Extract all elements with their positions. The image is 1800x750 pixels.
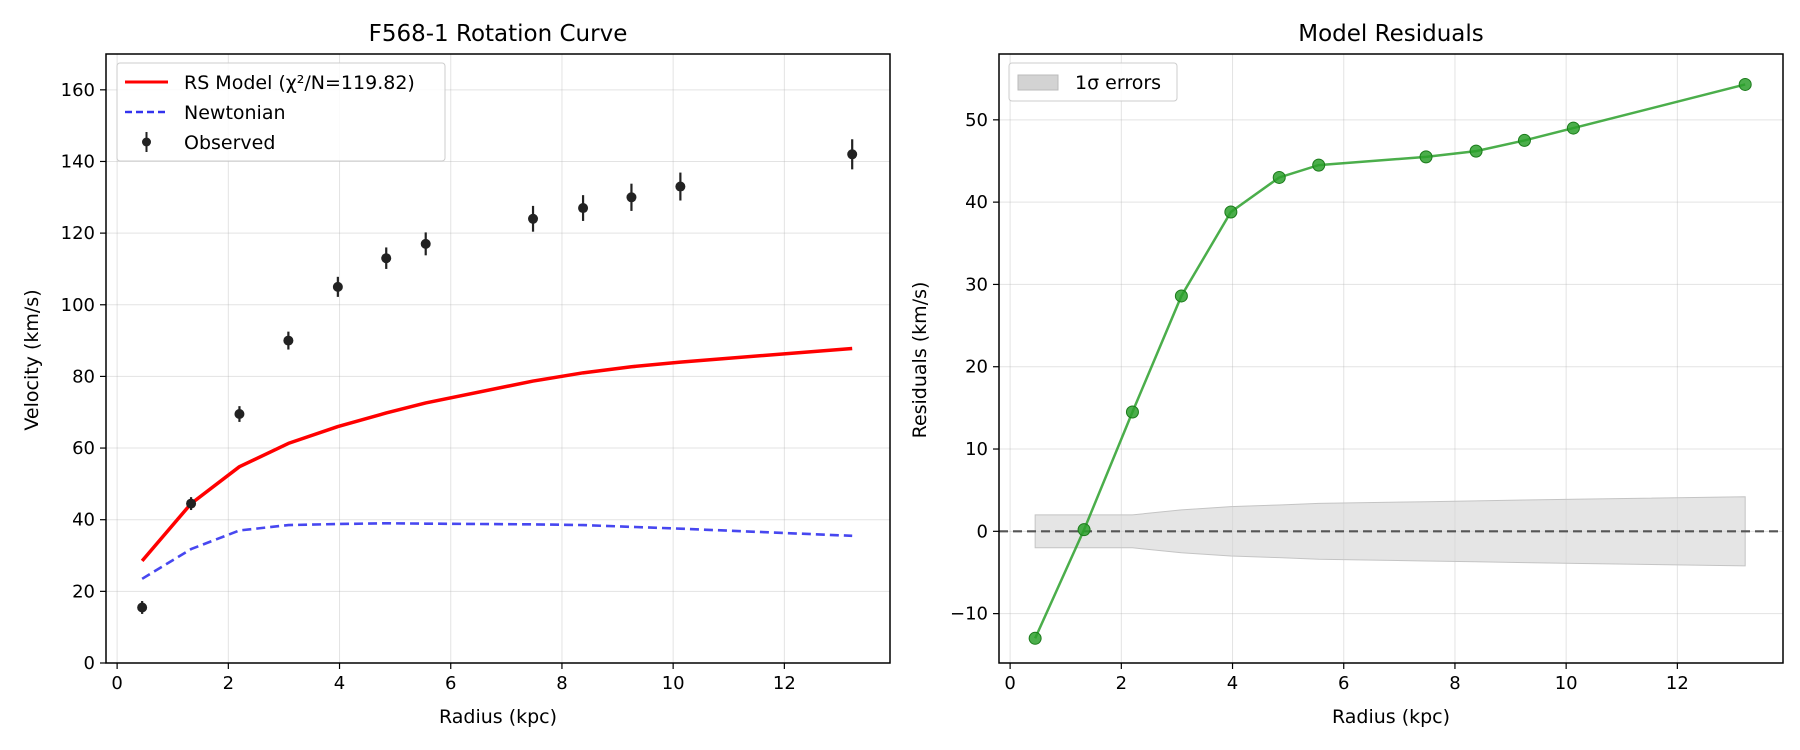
rotation-curve-x-tick-label: 6 <box>445 673 456 694</box>
rotation-curve-panel: F568-1 Rotation Curve Radius (kpc) Veloc… <box>21 21 891 728</box>
residual-point <box>1738 77 1752 91</box>
rotation-curve-axes-frame <box>105 53 891 664</box>
residuals-y-tick-label: 20 <box>965 357 988 378</box>
rotation-curve-x-tick-label: 12 <box>773 673 796 694</box>
residuals-x-tick-label: 8 <box>1449 673 1460 694</box>
residuals-x-tick-label: 10 <box>1555 673 1578 694</box>
legend-rs-model-label: RS Model (χ²/N=119.82) <box>184 72 415 94</box>
rotation-curve-y-tick-label: 60 <box>72 438 95 459</box>
observed-point <box>626 192 637 203</box>
residuals-grid <box>999 54 1783 663</box>
observed-point <box>578 203 589 214</box>
residuals-y-tick-label: 0 <box>977 521 988 542</box>
observed-point <box>847 149 858 160</box>
rotation-curve-x-axis-label: Radius (kpc) <box>439 706 557 728</box>
residuals-y-tick-label: 50 <box>965 110 988 131</box>
residual-point <box>1125 405 1139 419</box>
observed-point <box>528 213 539 224</box>
legend-errors-swatch <box>1017 74 1059 91</box>
residuals-x-tick-label: 2 <box>1116 673 1127 694</box>
observed-point <box>675 181 686 192</box>
residuals-plot-area <box>999 77 1783 645</box>
residuals-y-axis-label: Residuals (km/s) <box>909 282 931 439</box>
rotation-curve-y-tick-label: 80 <box>72 366 95 387</box>
residuals-axes-frame <box>998 53 1784 664</box>
error-band <box>1034 496 1746 567</box>
residuals-x-tick-label: 4 <box>1227 673 1238 694</box>
residuals-legend: 1σ errors <box>1008 62 1178 102</box>
residual-point <box>1224 205 1238 219</box>
rotation-curve-legend-box <box>116 62 446 162</box>
residuals-line <box>1034 83 1746 639</box>
observed-point <box>283 335 294 346</box>
residuals-panel: Model Residuals Radius (kpc) Residuals (… <box>909 21 1784 728</box>
rotation-curve-y-tick-label: 20 <box>72 581 95 602</box>
residual-point <box>1312 158 1326 172</box>
rotation-curve-legend: RS Model (χ²/N=119.82) Newtonian Observe… <box>116 62 446 162</box>
rotation-curve-y-tick-label: 140 <box>61 151 95 172</box>
observed-point <box>137 602 148 613</box>
rotation-curve-y-tick-label: 40 <box>72 510 95 531</box>
legend-observed-swatch <box>142 132 151 152</box>
residuals-y-tick-label: −10 <box>950 604 988 625</box>
residual-point <box>1517 133 1531 147</box>
residuals-x-tick-label: 12 <box>1666 673 1689 694</box>
rotation-curve-y-tick-label: 100 <box>61 295 95 316</box>
rotation-curve-x-tick-label: 0 <box>111 673 122 694</box>
residual-point <box>1174 289 1188 303</box>
rotation-curve-grid <box>106 54 890 664</box>
residuals-y-tick-label: 10 <box>965 439 988 460</box>
residual-point <box>1469 144 1483 158</box>
residuals-y-tick-label: 40 <box>965 192 988 213</box>
observed-point <box>420 238 431 249</box>
residuals-x-tick-label: 6 <box>1338 673 1349 694</box>
rotation-curve-y-tick-label: 160 <box>61 80 95 101</box>
observed-point <box>186 498 197 509</box>
residuals-ticks: 0 2 4 6 8 10 12 −10 0 10 20 30 40 50 <box>950 110 1689 694</box>
residuals-legend-box <box>1008 62 1178 102</box>
rotation-curve-plot-area <box>137 139 858 614</box>
observed-point <box>332 281 343 292</box>
rotation-curve-y-axis-label: Velocity (km/s) <box>21 289 43 430</box>
observed-point <box>381 253 392 264</box>
residuals-title: Model Residuals <box>1298 21 1483 47</box>
rotation-curve-y-tick-label: 0 <box>84 653 95 674</box>
residual-point <box>1419 150 1433 164</box>
rs-model-line <box>140 346 853 563</box>
residuals-y-tick-label: 30 <box>965 274 988 295</box>
legend-newtonian-label: Newtonian <box>184 102 286 124</box>
residuals-x-axis-label: Radius (kpc) <box>1332 706 1450 728</box>
rotation-curve-x-tick-label: 8 <box>556 673 567 694</box>
observed-point <box>234 409 245 420</box>
residual-point <box>1077 523 1091 537</box>
rotation-curve-x-tick-label: 2 <box>223 673 234 694</box>
residual-point <box>1566 121 1580 135</box>
residual-point <box>1272 170 1286 184</box>
newtonian-line <box>141 521 853 580</box>
legend-errors-label: 1σ errors <box>1075 72 1161 94</box>
rotation-curve-title: F568-1 Rotation Curve <box>369 21 628 47</box>
residual-point <box>1028 631 1042 645</box>
rotation-curve-x-tick-label: 4 <box>334 673 345 694</box>
rotation-curve-x-tick-label: 10 <box>662 673 685 694</box>
rotation-curve-y-tick-label: 120 <box>61 223 95 244</box>
legend-observed-label: Observed <box>184 132 275 154</box>
residuals-x-tick-label: 0 <box>1004 673 1015 694</box>
